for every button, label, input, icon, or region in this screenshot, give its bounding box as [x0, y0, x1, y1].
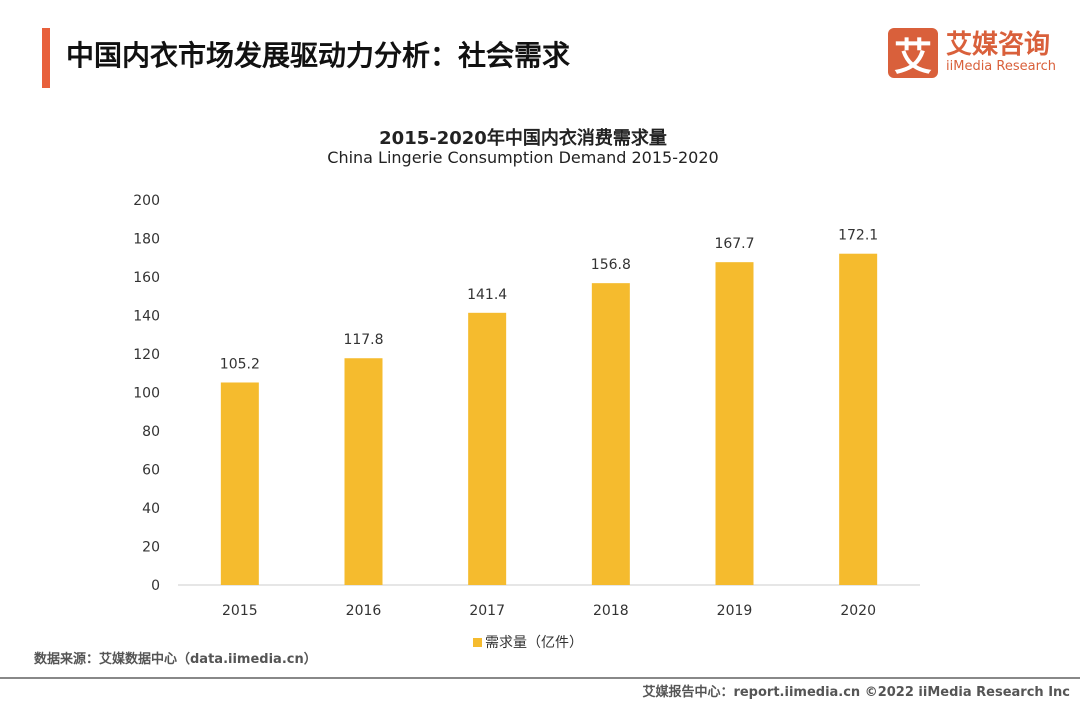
- data-label: 167.7: [714, 236, 754, 252]
- x-tick-label: 2017: [469, 603, 505, 619]
- logo-mark: 艾: [888, 28, 938, 79]
- bar-2018: [591, 283, 630, 585]
- y-tick-label: 180: [133, 232, 160, 248]
- data-label: 117.8: [343, 332, 383, 348]
- legend-label: 需求量（亿件）: [485, 635, 583, 651]
- y-tick-label: 20: [142, 540, 160, 556]
- x-tick-label: 2020: [840, 603, 876, 619]
- legend-swatch: [473, 637, 482, 647]
- y-tick-label: 200: [133, 193, 160, 209]
- y-tick-label: 80: [142, 424, 160, 440]
- y-tick-label: 160: [133, 270, 160, 286]
- footer-text: 艾媒报告中心：report.iimedia.cn ©2022 iiMedia R…: [642, 685, 1070, 700]
- footer-divider: [0, 677, 1080, 679]
- title-accent-bar: [42, 28, 50, 88]
- data-source: 数据来源：艾媒数据中心（data.iimedia.cn）: [34, 652, 317, 667]
- legend: 需求量（亿件）: [473, 632, 583, 652]
- bar-2017: [468, 312, 507, 585]
- y-tick-label: 140: [133, 309, 160, 325]
- bar-2019: [715, 262, 754, 585]
- iimedia-logo: 艾 艾媒咨询 iiMedia Research: [888, 28, 1057, 79]
- x-tick-label: 2019: [717, 603, 753, 619]
- data-label: 105.2: [220, 356, 260, 372]
- y-tick-label: 60: [142, 463, 160, 479]
- x-tick-label: 2016: [346, 603, 382, 619]
- chart-subtitle: China Lingerie Consumption Demand 2015-2…: [327, 148, 719, 167]
- logo-en: iiMedia Research: [946, 59, 1057, 74]
- y-tick-label: 40: [142, 501, 160, 517]
- data-label: 172.1: [838, 228, 878, 244]
- bar-2020: [839, 253, 878, 585]
- y-tick-label: 100: [133, 386, 160, 402]
- chart-title: 2015-2020年中国内衣消费需求量: [379, 128, 667, 149]
- x-tick-label: 2015: [222, 603, 258, 619]
- x-tick-label: 2018: [593, 603, 629, 619]
- data-label: 156.8: [591, 257, 631, 273]
- y-tick-label: 0: [151, 578, 160, 594]
- page-title: 中国内衣市场发展驱动力分析：社会需求: [66, 39, 571, 72]
- data-label: 141.4: [467, 287, 507, 303]
- bar-2015: [220, 382, 259, 585]
- y-tick-label: 120: [133, 347, 160, 363]
- bar-2016: [344, 358, 383, 585]
- logo-cn: 艾媒咨询: [946, 30, 1051, 60]
